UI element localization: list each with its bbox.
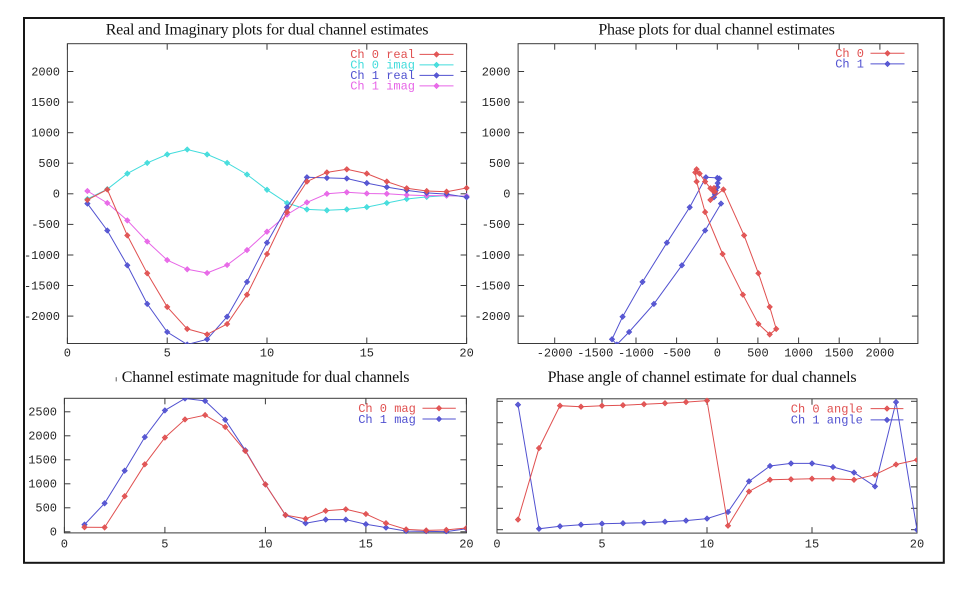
svg-text:20: 20 — [910, 538, 924, 552]
svg-text:Ch 1: Ch 1 — [835, 58, 864, 72]
svg-text:0: 0 — [64, 347, 71, 361]
svg-text:Ch 0: Ch 0 — [835, 47, 864, 61]
svg-text:-500: -500 — [482, 218, 511, 232]
svg-text:500: 500 — [747, 347, 769, 361]
svg-text:1500: 1500 — [825, 347, 854, 361]
svg-text:Phase angle of channel estimat: Phase angle of channel estimate for dual… — [548, 369, 857, 386]
svg-text:1500: 1500 — [482, 96, 511, 110]
svg-text:500: 500 — [35, 502, 57, 516]
svg-text:Ch 1 imag: Ch 1 imag — [350, 80, 415, 94]
svg-text:20: 20 — [459, 538, 473, 552]
svg-text:10: 10 — [260, 347, 274, 361]
svg-text:0: 0 — [714, 347, 721, 361]
svg-text:-1500: -1500 — [474, 279, 510, 293]
svg-text:Channel estimate magnitude for: Channel estimate magnitude for dual chan… — [122, 369, 410, 386]
svg-text:-500: -500 — [31, 218, 60, 232]
svg-text:5: 5 — [161, 538, 168, 552]
svg-text:Ch 0 mag: Ch 0 mag — [358, 402, 416, 416]
svg-text:0: 0 — [503, 188, 510, 202]
svg-text:20: 20 — [459, 347, 473, 361]
svg-text:0: 0 — [493, 538, 500, 552]
svg-text:-1000: -1000 — [24, 249, 60, 263]
svg-text:-500: -500 — [662, 347, 691, 361]
svg-text:-1500: -1500 — [24, 279, 60, 293]
svg-text:Ch 0 real: Ch 0 real — [350, 48, 415, 62]
svg-text:Real and Imaginary plots for d: Real and Imaginary plots for dual channe… — [106, 22, 429, 39]
svg-text:2500: 2500 — [28, 406, 57, 420]
svg-text:500: 500 — [38, 157, 60, 171]
svg-text:1500: 1500 — [31, 96, 60, 110]
svg-text:0: 0 — [53, 188, 60, 202]
svg-text:Ch 1 real: Ch 1 real — [350, 69, 415, 83]
svg-text:5: 5 — [164, 347, 171, 361]
svg-text:1000: 1000 — [31, 127, 60, 141]
svg-text:-1000: -1000 — [474, 249, 510, 263]
svg-text:2000: 2000 — [28, 430, 57, 444]
svg-text:1000: 1000 — [482, 127, 511, 141]
svg-text:Ch 1 angle: Ch 1 angle — [791, 414, 863, 428]
svg-text:-1000: -1000 — [618, 347, 654, 361]
svg-text:Phase plots for dual channel e: Phase plots for dual channel estimates — [598, 22, 834, 39]
svg-text:15: 15 — [805, 538, 819, 552]
svg-text:0: 0 — [61, 538, 68, 552]
svg-text:-2000: -2000 — [537, 347, 573, 361]
svg-text:Ch 1 mag: Ch 1 mag — [358, 413, 416, 427]
svg-text:1000: 1000 — [28, 478, 57, 492]
svg-text:15: 15 — [360, 347, 374, 361]
svg-text:Ch 0 imag: Ch 0 imag — [350, 59, 415, 73]
svg-text:2000: 2000 — [31, 65, 60, 79]
svg-text:0: 0 — [50, 526, 57, 540]
svg-text:-2000: -2000 — [474, 310, 510, 324]
svg-text:1500: 1500 — [28, 454, 57, 468]
svg-text:15: 15 — [359, 538, 373, 552]
svg-text:10: 10 — [700, 538, 714, 552]
svg-text:2000: 2000 — [482, 65, 511, 79]
svg-text:500: 500 — [489, 157, 511, 171]
svg-text:Ch 0 angle: Ch 0 angle — [791, 402, 863, 416]
svg-text:-2000: -2000 — [24, 310, 60, 324]
svg-text:-1500: -1500 — [577, 347, 613, 361]
svg-text:1000: 1000 — [784, 347, 813, 361]
svg-text:2000: 2000 — [865, 347, 894, 361]
svg-text:5: 5 — [598, 538, 605, 552]
svg-text:10: 10 — [258, 538, 272, 552]
